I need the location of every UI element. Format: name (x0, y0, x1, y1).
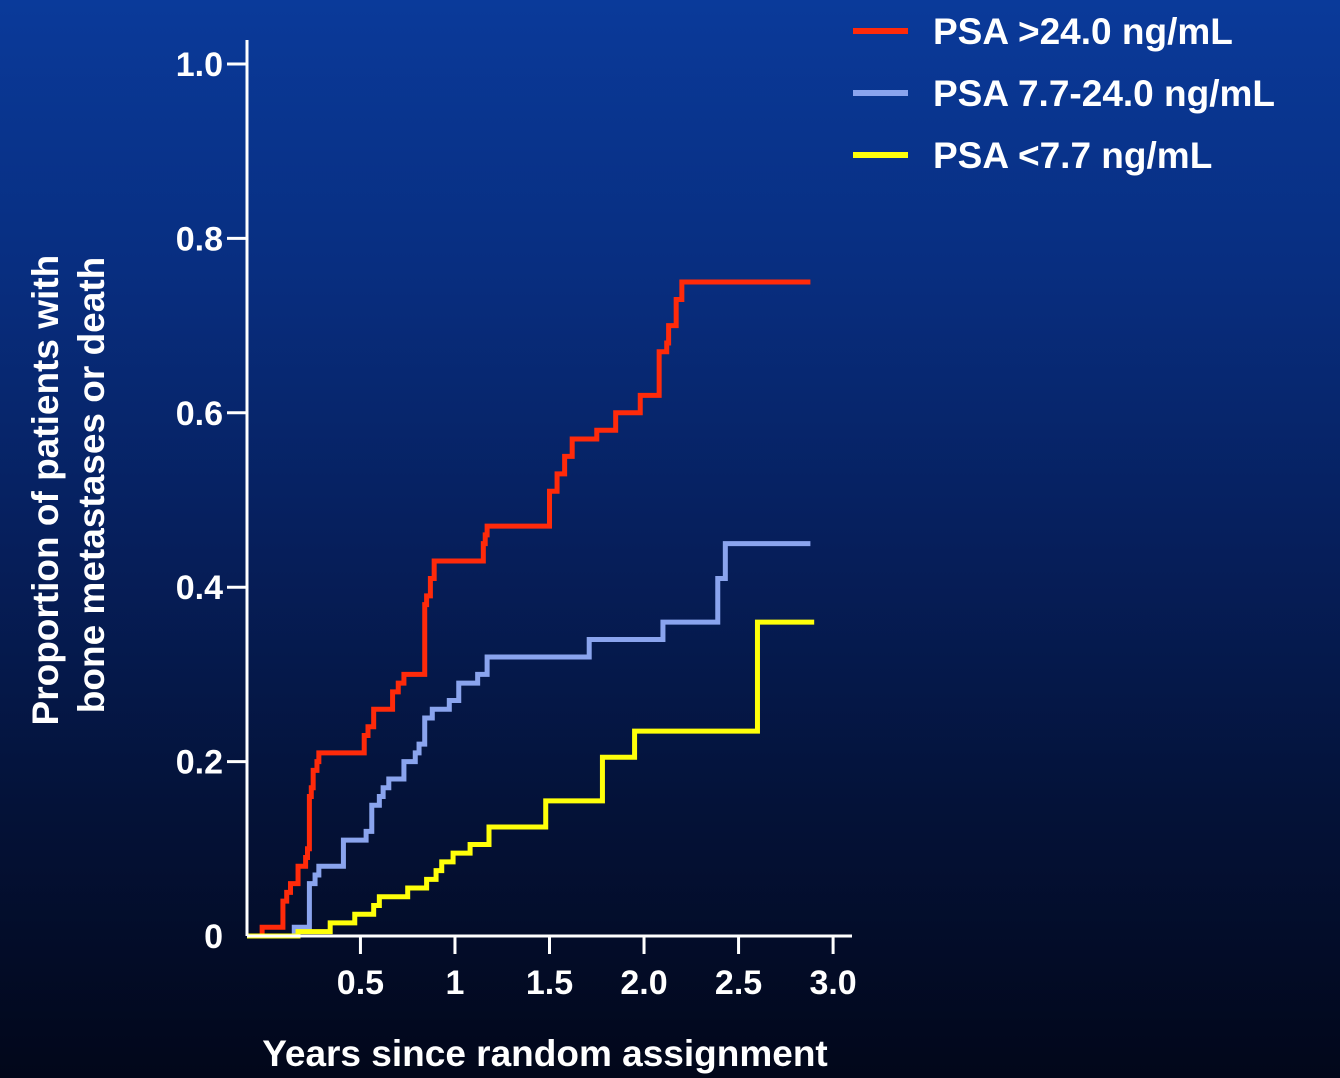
legend: PSA >24.0 ng/mL PSA 7.7-24.0 ng/mL PSA <7.… (853, 11, 1275, 176)
series-line-1 (247, 279, 811, 939)
y-axis-title: Proportion of patients with bone metasta… (25, 245, 112, 726)
y-tick-label: 0.6 (176, 395, 223, 433)
y-tick-label: 1.0 (176, 46, 223, 84)
x-ticks: 0.5 1 1.5 2.0 2.5 3.0 (337, 936, 857, 1002)
series-lines (247, 279, 815, 939)
x-tick-label: 1.5 (526, 964, 573, 1002)
x-tick-label: 0.5 (337, 964, 384, 1002)
y-axis-title-line-1: Proportion of patients with (25, 255, 66, 726)
legend-label-2: PSA 7.7-24.0 ng/mL (933, 73, 1275, 114)
series-line-3 (247, 619, 815, 939)
y-axis-title-line-2: bone metastases or death (71, 257, 112, 713)
x-tick-label: 2.5 (715, 964, 762, 1002)
y-ticks: 0 0.2 0.4 0.6 0.8 1.0 (176, 46, 247, 956)
y-tick-label: 0.4 (176, 569, 223, 607)
y-tick-label: 0 (204, 918, 223, 956)
axes: 0 0.2 0.4 0.6 0.8 1.0 0.5 1 1.5 2.0 2.5 3.0 (176, 40, 857, 1002)
x-tick-label: 2.0 (620, 964, 667, 1002)
legend-label-1: PSA >24.0 ng/mL (933, 11, 1233, 52)
x-axis-title: Years since random assignment (262, 1033, 828, 1074)
x-tick-label: 3.0 (809, 964, 856, 1002)
x-tick-label: 1 (446, 964, 465, 1002)
series-line-2 (247, 541, 811, 939)
legend-label-3: PSA <7.7 ng/mL (933, 135, 1212, 176)
y-tick-label: 0.2 (176, 744, 223, 782)
y-tick-label: 0.8 (176, 220, 223, 258)
